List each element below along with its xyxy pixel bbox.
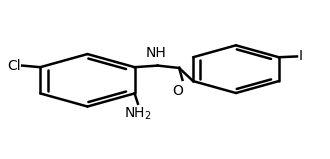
Text: O: O	[172, 84, 183, 98]
Text: NH$_2$: NH$_2$	[124, 105, 152, 122]
Text: NH: NH	[146, 46, 166, 60]
Text: I: I	[299, 49, 303, 63]
Text: Cl: Cl	[7, 59, 20, 73]
